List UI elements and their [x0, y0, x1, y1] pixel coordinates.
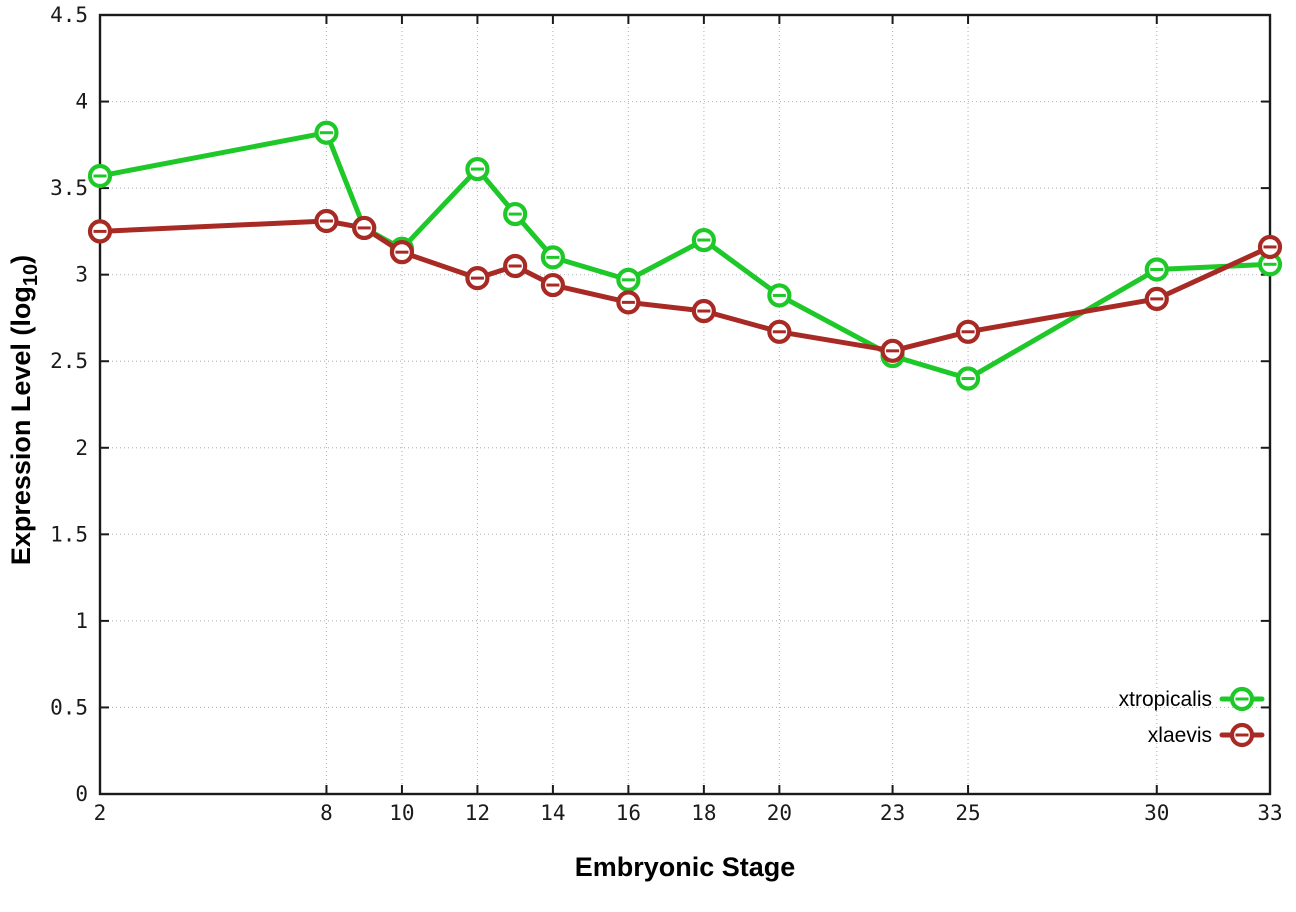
legend-marker-xlaevis-ring [1229, 722, 1255, 748]
x-tick-label: 14 [540, 801, 565, 825]
y-tick-label: 3 [75, 263, 88, 287]
y-tick-label: 2.5 [50, 349, 88, 373]
y-tick-label: 0 [75, 782, 88, 806]
x-tick-label: 12 [465, 801, 490, 825]
plot-border [98, 13, 1272, 796]
data-point-xlaevis-12-ring [465, 266, 490, 291]
data-point-xtropicalis-13-ring [503, 201, 528, 227]
data-point-xtropicalis-25-ring [955, 366, 981, 391]
y-tick-label: 0.5 [50, 695, 88, 719]
x-tick-label: 30 [1144, 801, 1169, 825]
x-tick-label: 20 [767, 801, 792, 825]
x-tick-label: 25 [955, 801, 980, 825]
data-point-xlaevis-8-ring [314, 208, 339, 234]
data-point-xlaevis-20-ring [767, 319, 792, 344]
data-point-xtropicalis-8-ring [314, 120, 339, 145]
legend-marker-xtropicalis-ring [1229, 686, 1255, 712]
data-point-xtropicalis-20-ring [767, 283, 792, 308]
x-axis-title: Embryonic Stage [575, 852, 796, 882]
series-xtropicalis-line [97, 130, 1273, 382]
plot-generated-content: 2 8 10 12 14 16 18 20 23 25 30 33 0 0.5 1 1.5 2 2.5 3 3.5 4 4… [50, 3, 1283, 825]
series-xlaevis-line [97, 218, 1273, 354]
x-tick-label: 10 [389, 801, 414, 825]
data-point-xtropicalis-2-ring [87, 163, 113, 189]
legend-label-xlaevis: xlaevis [1148, 724, 1212, 747]
x-tick-label: 33 [1257, 801, 1282, 825]
y-tick-label: 4 [75, 90, 88, 114]
data-point-xlaevis-9-ring [352, 215, 377, 241]
data-point-xlaevis-2-ring [87, 219, 113, 244]
y-tick-label: 1.5 [50, 522, 88, 546]
legend-label-xtropicalis: xtropicalis [1119, 688, 1212, 711]
data-point-xlaevis-13-ring [503, 253, 528, 279]
x-tick-label: 23 [880, 801, 905, 825]
y-axis-title-suffix: ) [6, 255, 36, 264]
x-tick-label: 8 [320, 801, 333, 825]
data-point-xtropicalis-14-ring [540, 245, 566, 270]
x-tick-label: 2 [94, 801, 107, 825]
data-point-xlaevis-10-ring [389, 240, 415, 265]
data-point-xtropicalis-12-ring [465, 156, 490, 182]
data-point-xlaevis-30-ring [1144, 286, 1169, 312]
y-tick-label: 2 [75, 436, 88, 460]
data-point-xlaevis-18-ring [691, 298, 716, 324]
data-point-xlaevis-23-ring [880, 338, 905, 363]
y-tick-label: 3.5 [50, 176, 88, 200]
y-tick-label: 1 [75, 609, 88, 633]
data-point-xtropicalis-30-ring [1144, 257, 1169, 282]
y-tick-label: 4.5 [50, 3, 88, 27]
y-axis-title-main: Expression Level (log [6, 286, 36, 565]
y-axis-title-subscript: 10 [20, 264, 42, 286]
y-axis-title: Expression Level (log10) [6, 255, 42, 565]
x-tick-label: 18 [691, 801, 716, 825]
data-point-xtropicalis-18-ring [691, 227, 716, 253]
data-point-xlaevis-33-ring [1257, 234, 1283, 260]
data-point-xlaevis-16-ring [616, 290, 641, 315]
data-point-xlaevis-14-ring [540, 272, 566, 298]
data-point-xlaevis-25-ring [955, 319, 981, 344]
x-tick-label: 16 [616, 801, 641, 825]
data-point-xtropicalis-16-ring [616, 267, 641, 292]
